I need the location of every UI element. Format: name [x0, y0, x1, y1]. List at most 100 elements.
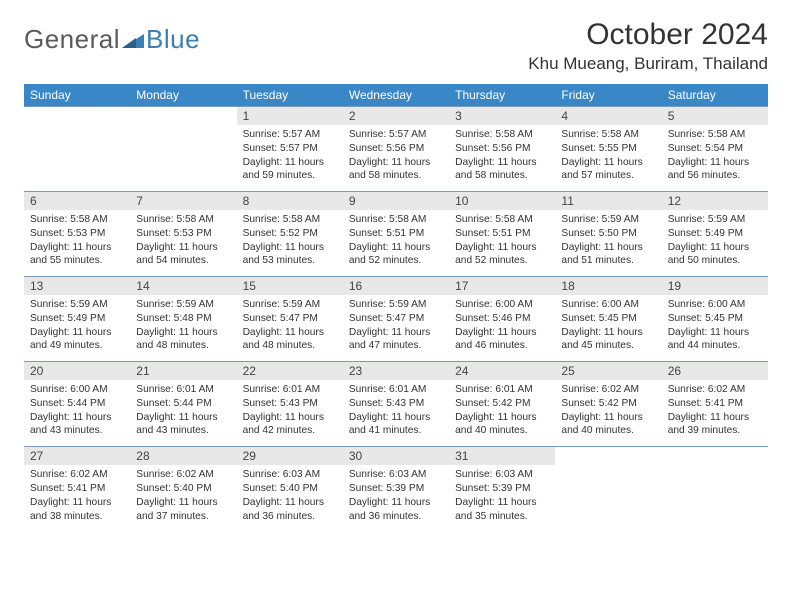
brand-triangle-icon: [122, 24, 144, 55]
day-number-cell: 11: [555, 192, 661, 211]
sunrise-line: Sunrise: 5:58 AM: [349, 213, 443, 227]
sunrise-line-value: 6:03 AM: [283, 469, 320, 480]
sunrise-line-label: Sunrise:: [30, 214, 70, 225]
daylight-line-label: Daylight:: [349, 157, 391, 168]
daylight-line-label: Daylight:: [136, 412, 178, 423]
day-content-row: Sunrise: 5:57 AMSunset: 5:57 PMDaylight:…: [24, 125, 768, 192]
day-number: 15: [243, 279, 256, 293]
sunrise-line-value: 5:58 AM: [495, 214, 532, 225]
daylight-line: Daylight: 11 hours and 36 minutes.: [243, 496, 337, 524]
day-number: 31: [455, 449, 468, 463]
sunrise-line-label: Sunrise:: [561, 214, 601, 225]
sunrise-line-value: 6:01 AM: [495, 384, 532, 395]
day-number: 26: [668, 364, 681, 378]
day-content-cell: Sunrise: 6:01 AMSunset: 5:44 PMDaylight:…: [130, 380, 236, 447]
sunset-line-value: 5:39 PM: [386, 483, 424, 494]
sunrise-line-label: Sunrise:: [349, 129, 389, 140]
day-number: 14: [136, 279, 149, 293]
sunset-line: Sunset: 5:40 PM: [136, 482, 230, 496]
day-number: 8: [243, 194, 250, 208]
day-number: 17: [455, 279, 468, 293]
sunset-line-value: 5:42 PM: [599, 398, 637, 409]
sunset-line-label: Sunset:: [561, 313, 598, 324]
day-number: 24: [455, 364, 468, 378]
sunset-line-label: Sunset:: [30, 483, 67, 494]
day-content-cell: [130, 125, 236, 192]
day-number-cell: 30: [343, 447, 449, 466]
sunset-line: Sunset: 5:48 PM: [136, 312, 230, 326]
day-number-cell: 10: [449, 192, 555, 211]
sunrise-line: Sunrise: 5:57 AM: [243, 128, 337, 142]
day-number: 19: [668, 279, 681, 293]
sunrise-line-value: 6:00 AM: [70, 384, 107, 395]
sunrise-line: Sunrise: 5:59 AM: [668, 213, 762, 227]
sunrise-line-value: 6:01 AM: [176, 384, 213, 395]
sunrise-line: Sunrise: 5:58 AM: [561, 128, 655, 142]
day-number-cell: 16: [343, 277, 449, 296]
daylight-line: Daylight: 11 hours and 51 minutes.: [561, 241, 655, 269]
day-content-cell: Sunrise: 6:01 AMSunset: 5:43 PMDaylight:…: [237, 380, 343, 447]
sunrise-line: Sunrise: 5:58 AM: [30, 213, 124, 227]
sunrise-line-value: 6:02 AM: [70, 469, 107, 480]
weekday-header: Saturday: [662, 84, 768, 107]
day-content-cell: Sunrise: 5:57 AMSunset: 5:56 PMDaylight:…: [343, 125, 449, 192]
day-content-cell: Sunrise: 5:58 AMSunset: 5:55 PMDaylight:…: [555, 125, 661, 192]
daylight-line-label: Daylight:: [668, 157, 710, 168]
day-content-cell: Sunrise: 5:58 AMSunset: 5:51 PMDaylight:…: [449, 210, 555, 277]
daylight-line-label: Daylight:: [136, 327, 178, 338]
sunset-line: Sunset: 5:47 PM: [243, 312, 337, 326]
sunset-line-value: 5:48 PM: [174, 313, 212, 324]
daylight-line: Daylight: 11 hours and 49 minutes.: [30, 326, 124, 354]
day-number-cell: 12: [662, 192, 768, 211]
daylight-line-label: Daylight:: [349, 497, 391, 508]
sunset-line-value: 5:52 PM: [280, 228, 318, 239]
day-content-cell: [24, 125, 130, 192]
sunrise-line-label: Sunrise:: [455, 469, 495, 480]
sunset-line-value: 5:45 PM: [705, 313, 743, 324]
day-number-cell: [24, 107, 130, 126]
daylight-line-label: Daylight:: [243, 412, 285, 423]
day-number-cell: 14: [130, 277, 236, 296]
sunrise-line: Sunrise: 5:59 AM: [30, 298, 124, 312]
day-number-cell: 5: [662, 107, 768, 126]
day-number: 2: [349, 109, 356, 123]
daylight-line: Daylight: 11 hours and 43 minutes.: [30, 411, 124, 439]
day-number: 3: [455, 109, 462, 123]
day-content-cell: Sunrise: 6:00 AMSunset: 5:44 PMDaylight:…: [24, 380, 130, 447]
daylight-line: Daylight: 11 hours and 58 minutes.: [349, 156, 443, 184]
sunrise-line-label: Sunrise:: [136, 214, 176, 225]
sunrise-line: Sunrise: 6:02 AM: [561, 383, 655, 397]
sunset-line-label: Sunset:: [668, 313, 705, 324]
day-number-cell: 2: [343, 107, 449, 126]
sunrise-line: Sunrise: 6:01 AM: [349, 383, 443, 397]
sunset-line-value: 5:56 PM: [493, 143, 531, 154]
daylight-line: Daylight: 11 hours and 47 minutes.: [349, 326, 443, 354]
sunset-line: Sunset: 5:47 PM: [349, 312, 443, 326]
sunrise-line-label: Sunrise:: [136, 469, 176, 480]
sunset-line: Sunset: 5:52 PM: [243, 227, 337, 241]
day-number-cell: [662, 447, 768, 466]
sunrise-line-label: Sunrise:: [455, 299, 495, 310]
sunrise-line-value: 6:00 AM: [495, 299, 532, 310]
day-content-cell: Sunrise: 5:58 AMSunset: 5:53 PMDaylight:…: [130, 210, 236, 277]
sunset-line: Sunset: 5:55 PM: [561, 142, 655, 156]
sunrise-line: Sunrise: 5:58 AM: [455, 128, 549, 142]
day-content-row: Sunrise: 5:58 AMSunset: 5:53 PMDaylight:…: [24, 210, 768, 277]
daylight-line: Daylight: 11 hours and 59 minutes.: [243, 156, 337, 184]
day-number: 11: [561, 194, 573, 208]
sunset-line-label: Sunset:: [668, 228, 705, 239]
day-content-cell: Sunrise: 5:58 AMSunset: 5:51 PMDaylight:…: [343, 210, 449, 277]
day-number-cell: 6: [24, 192, 130, 211]
day-content-cell: Sunrise: 6:01 AMSunset: 5:42 PMDaylight:…: [449, 380, 555, 447]
sunrise-line-value: 5:58 AM: [708, 129, 745, 140]
sunrise-line-value: 6:00 AM: [602, 299, 639, 310]
location-subtitle: Khu Mueang, Buriram, Thailand: [528, 54, 768, 74]
sunrise-line-label: Sunrise:: [243, 384, 283, 395]
daylight-line-label: Daylight:: [668, 412, 710, 423]
sunset-line-label: Sunset:: [136, 398, 173, 409]
sunrise-line-value: 6:01 AM: [389, 384, 426, 395]
day-number: 10: [455, 194, 468, 208]
sunrise-line-label: Sunrise:: [30, 384, 70, 395]
day-content-cell: Sunrise: 5:59 AMSunset: 5:48 PMDaylight:…: [130, 295, 236, 362]
daylight-line: Daylight: 11 hours and 48 minutes.: [243, 326, 337, 354]
